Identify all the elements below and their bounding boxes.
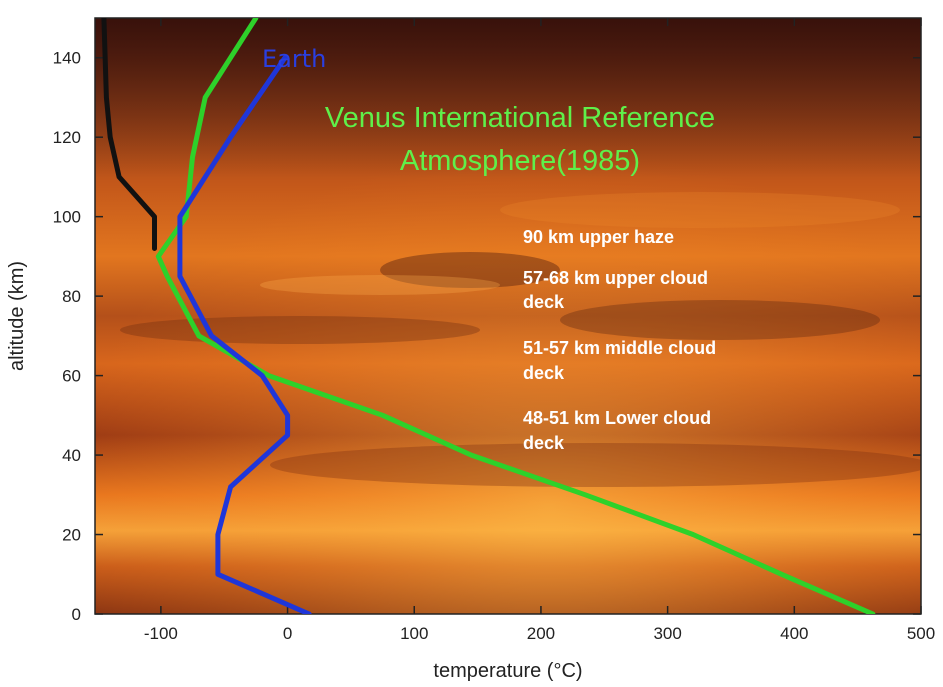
annotation-middle: 51-57 km middle cloud (523, 338, 716, 358)
series-line-profile-2 (101, 18, 157, 251)
plot-axes: -100 0 100 200 300 400 500 0 20 40 60 80 100 120 140 (53, 17, 935, 643)
y-tick-label: 80 (62, 287, 81, 306)
series-line-earth (177, 55, 312, 614)
annotation-haze: 90 km upper haze (523, 227, 674, 247)
series-layer (101, 18, 876, 614)
x-tick-label: 300 (653, 624, 681, 643)
x-tick-label: 100 (400, 624, 428, 643)
annotation-venus: Venus International Reference (325, 102, 715, 134)
annotation-upper: deck (523, 292, 565, 312)
annotation-middle: deck (523, 363, 565, 383)
y-tick-label: 20 (62, 526, 81, 545)
annotation-lower: deck (523, 433, 565, 453)
y-axis-title: altitude (km) (6, 261, 28, 371)
annotation-layer: Earth Venus International Reference Atmosp… (262, 45, 716, 453)
y-tick-label: 40 (62, 446, 81, 465)
plot-frame (94, 17, 922, 615)
y-tick-label: 140 (53, 49, 81, 68)
x-tick-label: -100 (144, 624, 178, 643)
y-tick-label: 100 (53, 208, 81, 227)
y-tick-label: 120 (53, 128, 81, 147)
x-tick-label: 500 (907, 624, 935, 643)
plot-background (95, 18, 921, 614)
x-tick-label: 400 (780, 624, 808, 643)
x-tick-label: 200 (527, 624, 555, 643)
annotation-lower: 48-51 km Lower cloud (523, 408, 711, 428)
annotation-earth: Earth (262, 45, 326, 73)
y-tick-label: 0 (72, 605, 81, 624)
x-axis-title: temperature (°C) (433, 660, 582, 682)
annotation-upper: 57-68 km upper cloud (523, 268, 708, 288)
y-tick-label: 60 (62, 367, 81, 386)
annotation-venus: Atmosphere(1985) (400, 145, 640, 177)
x-tick-label: 0 (283, 624, 292, 643)
